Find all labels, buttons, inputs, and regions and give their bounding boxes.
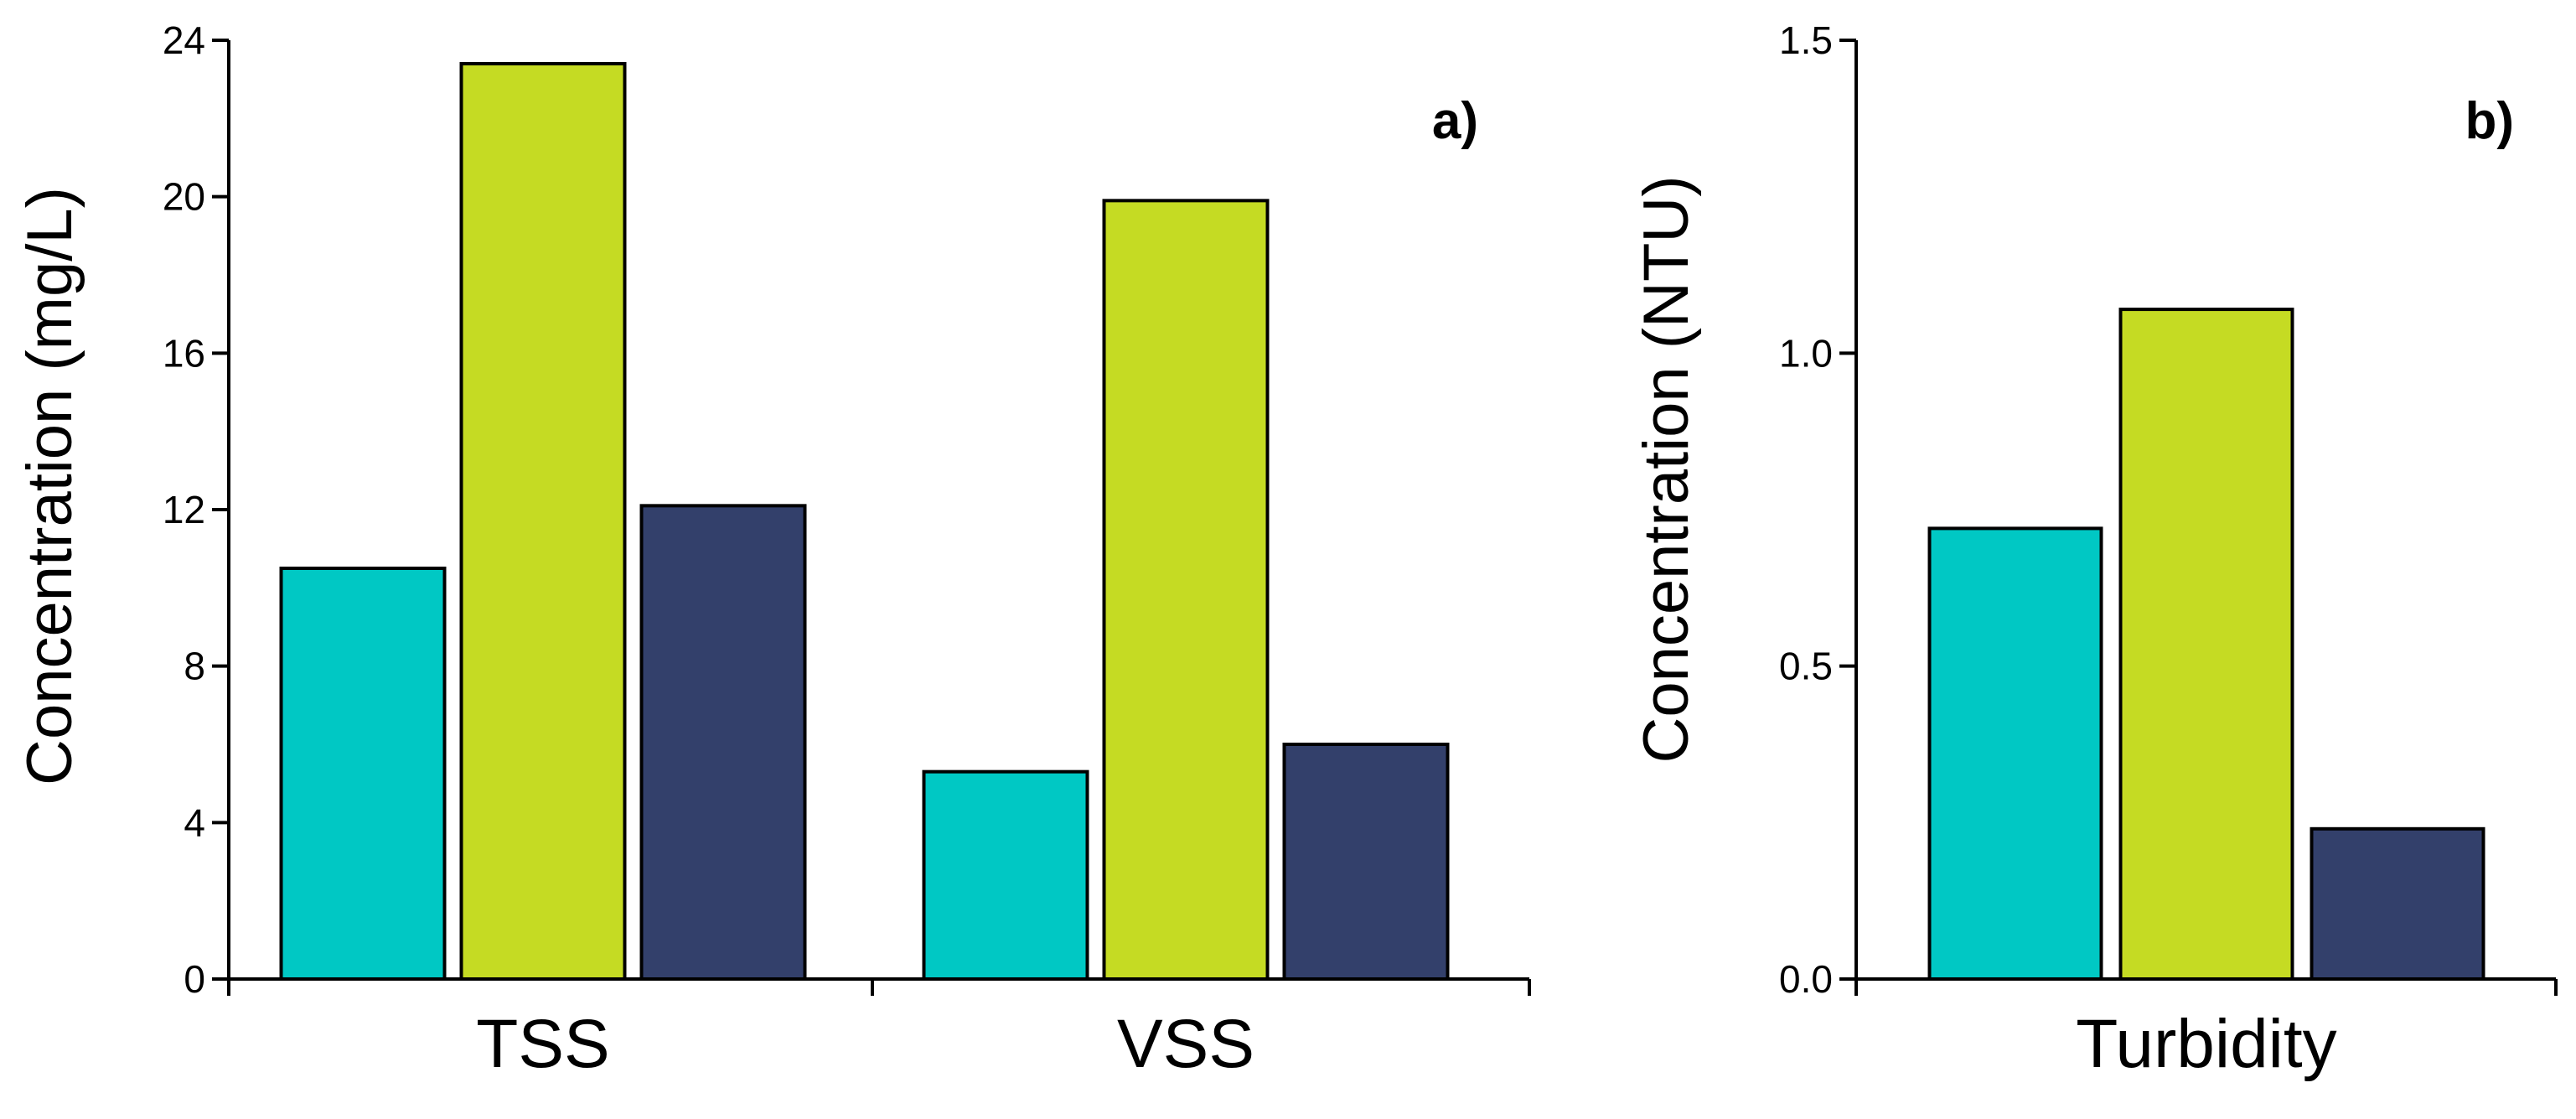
panel-a-bar-vss-series-1: [922, 769, 1089, 982]
panel-a-y-tick-label: 0: [184, 957, 205, 1001]
panel-b-bar-turbidity-series-2: [2118, 308, 2294, 982]
panel-b-y-axis-title: Concentration (NTU): [1631, 175, 1702, 763]
panel-b-y-tick-label: 1.0: [1779, 331, 1833, 375]
panel-a-y-tick-label: 24: [163, 18, 205, 62]
panel-a-bar-tss-series-3: [639, 504, 807, 981]
panel-a-category-label-tss: TSS: [476, 1006, 609, 1082]
panel-a-y-axis-title: Concentration (mg/L): [14, 187, 85, 785]
panel-b: Concentration (NTU) b) Turbidity 0.0 0.5 1.…: [1631, 18, 2558, 1082]
panel-a-bar-tss-series-2: [459, 62, 627, 981]
panel-a-tag: a): [1432, 92, 1478, 150]
panel-a-y-tick-label: 16: [163, 331, 205, 375]
panel-a-bar-tss-series-1: [279, 567, 447, 981]
panel-b-y-tick-label: 0.5: [1779, 645, 1833, 688]
panel-b-bar-turbidity-series-3: [2310, 826, 2485, 981]
panel-a-y-tick-label: 4: [184, 800, 205, 844]
panel-a: Concentration (mg/L) a) TSS VSS 0 4 8 12 16 20 2…: [14, 18, 1531, 1082]
panel-b-category-label-turbidity: Turbidity: [2076, 1006, 2336, 1082]
panel-b-y-tick-label: 1.5: [1779, 18, 1833, 62]
panel-a-bar-vss-series-2: [1102, 199, 1270, 982]
panel-b-tag: b): [2465, 92, 2514, 150]
panel-a-y-tick-label: 20: [163, 175, 205, 219]
panel-b-y-tick-label: 0.0: [1779, 957, 1833, 1001]
panel-b-bar-turbidity-series-1: [1927, 526, 2103, 981]
panel-a-category-label-vss: VSS: [1117, 1006, 1254, 1082]
panel-a-y-tick-label: 8: [184, 645, 205, 688]
panel-a-y-tick-label: 12: [163, 488, 205, 531]
panel-a-bar-vss-series-3: [1282, 743, 1450, 981]
